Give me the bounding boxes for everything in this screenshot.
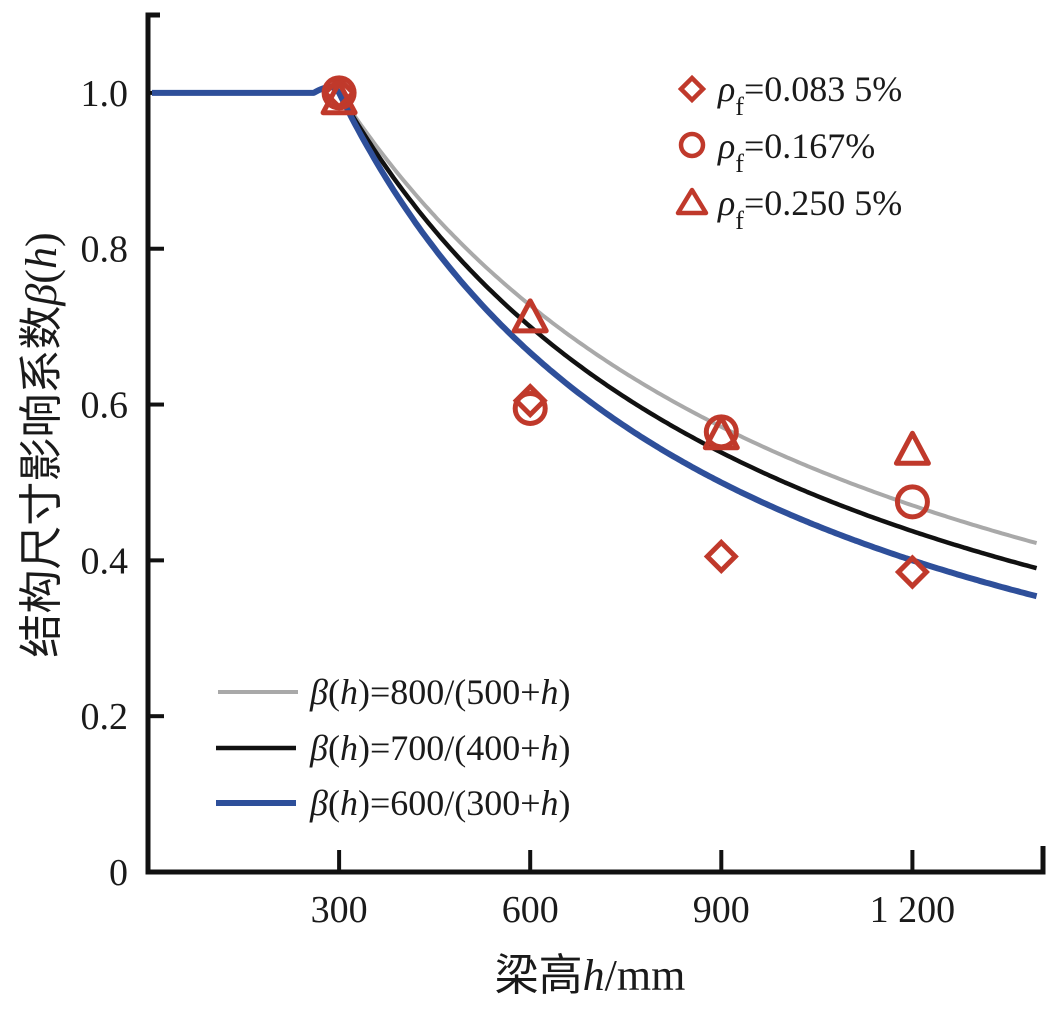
svg-text:ρf=0.167%: ρf=0.167% <box>717 126 875 178</box>
legend-entry-circle: ρf=0.167% <box>678 126 875 178</box>
circle-point <box>321 75 357 111</box>
x-tick-label: 300 <box>311 889 368 931</box>
y-axis-title: 结构尺寸影响系数β(h) <box>17 232 66 657</box>
y-tick-label: 0.2 <box>81 696 129 738</box>
x-axis-title: 梁高h/mm <box>495 951 686 1000</box>
x-tick-label: 600 <box>502 889 559 931</box>
axis-frame <box>145 12 1046 875</box>
triangle-point <box>893 430 931 466</box>
circle-point <box>512 390 548 426</box>
x-tick-label: 900 <box>693 889 750 931</box>
triangle-marker-icon <box>675 187 709 216</box>
y-tick-label: 0.6 <box>81 385 129 427</box>
legend-entry-triangle: ρf=0.250 5% <box>675 183 902 235</box>
svg-text:β(h)=600/(300+h): β(h)=600/(300+h) <box>309 783 571 823</box>
legend-entry-diamond: ρf=0.083 5% <box>677 69 902 121</box>
svg-text:β(h)=800/(500+h): β(h)=800/(500+h) <box>309 672 571 712</box>
diamond-point <box>894 554 930 590</box>
y-tick-label: 1.0 <box>81 73 129 115</box>
curve-600-300 <box>152 84 1038 600</box>
legend-entry-gray-line: β(h)=800/(500+h) <box>218 672 571 712</box>
y-tick-label: 0.4 <box>81 540 129 582</box>
curve-700-400 <box>152 84 1038 571</box>
marker-legend: ρf=0.083 5% ρf=0.167% ρf=0.250 5% <box>675 69 902 235</box>
triangle-point <box>511 298 549 334</box>
y-tick-label: 0 <box>109 852 128 894</box>
svg-text:β(h)=700/(400+h): β(h)=700/(400+h) <box>309 728 571 768</box>
diamond-point <box>703 538 739 575</box>
tick-labels: 0 0.2 0.4 0.6 0.8 1.0 300 600 900 1 200 <box>81 73 956 931</box>
triangle-point <box>320 80 358 116</box>
circle-point <box>894 484 930 520</box>
line-legend: β(h)=800/(500+h) β(h)=700/(400+h) β(h)=6… <box>216 672 571 823</box>
curve-800-500 <box>152 85 1038 546</box>
svg-text:ρf=0.083 5%: ρf=0.083 5% <box>717 69 902 121</box>
svg-text:ρf=0.250 5%: ρf=0.250 5% <box>717 183 902 235</box>
y-tick-label: 0.8 <box>81 229 129 271</box>
triangle-point <box>702 415 740 451</box>
legend-entry-black-line: β(h)=700/(400+h) <box>216 728 571 768</box>
legend-entry-blue-line: β(h)=600/(300+h) <box>216 783 571 823</box>
circle-marker-icon <box>678 131 706 159</box>
x-tick-label: 1 200 <box>870 889 956 931</box>
curves <box>152 84 1038 600</box>
data-points <box>320 75 931 590</box>
diamond-marker-icon <box>677 74 707 104</box>
